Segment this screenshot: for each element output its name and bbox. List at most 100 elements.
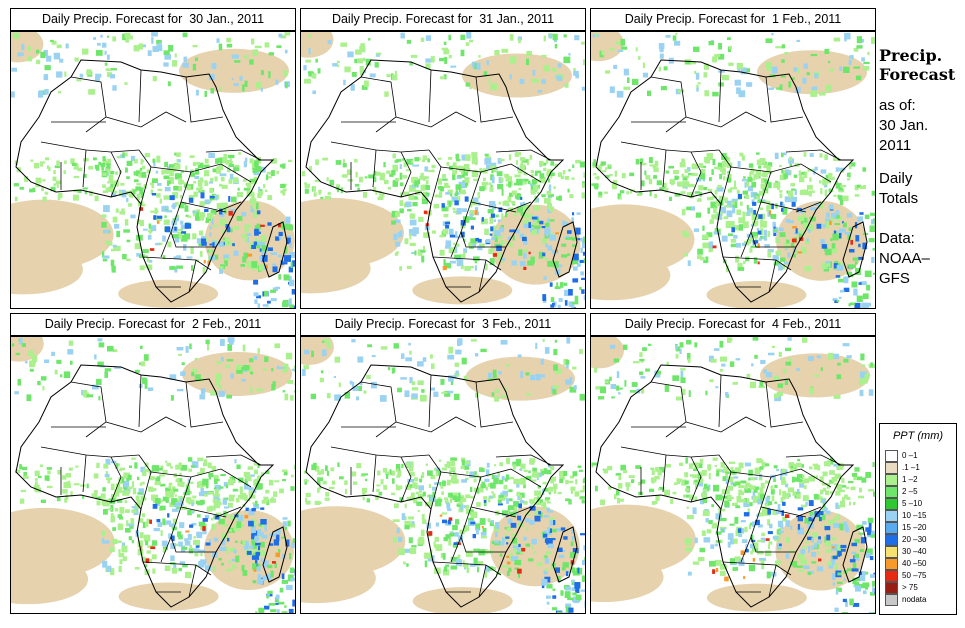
rain-cell — [811, 514, 814, 519]
rain-cell — [713, 207, 717, 214]
rain-cell — [591, 462, 597, 466]
rain-cell — [110, 483, 115, 491]
rain-cell — [570, 489, 574, 494]
rain-cell — [554, 163, 559, 168]
rain-cell — [121, 476, 125, 483]
rain-cell — [560, 527, 566, 531]
rain-cell — [289, 275, 292, 282]
rain-cell — [228, 496, 235, 502]
rain-cell — [811, 561, 817, 564]
rain-cell — [256, 388, 263, 392]
rain-cell — [255, 480, 260, 485]
rain-cell — [720, 570, 726, 576]
rain-cell — [684, 480, 689, 485]
rain-cell — [357, 356, 364, 363]
country-border — [395, 111, 477, 128]
rain-cell — [518, 543, 521, 548]
rain-cell — [784, 242, 789, 249]
dry-area — [412, 587, 513, 613]
rain-cell — [553, 488, 557, 494]
rain-cell — [267, 195, 273, 200]
rain-cell — [164, 161, 168, 167]
rain-cell — [512, 461, 519, 467]
rain-cell — [165, 460, 168, 463]
rain-cell — [244, 498, 251, 502]
rain-cell — [322, 480, 327, 485]
rain-cell — [577, 263, 581, 267]
rain-cell — [581, 289, 585, 294]
rain-cell — [396, 468, 399, 472]
rain-cell — [523, 171, 527, 175]
rain-cell — [180, 464, 187, 471]
rain-cell — [454, 254, 461, 259]
rain-cell — [716, 186, 724, 192]
rain-cell — [202, 267, 206, 274]
rain-cell — [707, 153, 713, 156]
rain-cell — [265, 470, 270, 474]
rain-cell — [438, 459, 442, 462]
rain-cell — [556, 282, 559, 287]
rain-cell — [565, 236, 573, 240]
rain-cell — [102, 159, 107, 166]
rain-cell — [264, 356, 269, 362]
rain-cell — [785, 248, 788, 251]
rain-cell — [732, 201, 738, 208]
rain-cell — [451, 477, 457, 484]
rain-cell — [572, 164, 575, 168]
rain-cell — [544, 538, 550, 543]
rain-cell — [402, 191, 410, 196]
rain-cell — [826, 549, 832, 553]
rain-cell — [418, 485, 424, 491]
rain-cell — [842, 222, 847, 228]
rain-cell — [613, 64, 618, 69]
rain-cell — [812, 532, 818, 538]
rain-cell — [363, 192, 367, 198]
rain-cell — [418, 536, 424, 541]
rain-cell — [830, 491, 834, 495]
rain-cell — [167, 513, 170, 518]
rain-cell — [443, 566, 448, 572]
rain-cell — [777, 181, 781, 189]
rain-cell — [747, 508, 750, 515]
rain-cell — [455, 153, 459, 160]
rain-cell — [768, 541, 773, 545]
rain-cell — [326, 393, 331, 399]
rain-cell — [727, 171, 730, 174]
rain-cell — [810, 223, 813, 228]
country-border — [505, 506, 532, 518]
rain-cell — [453, 242, 456, 245]
rain-cell — [267, 300, 271, 304]
rain-cell — [474, 265, 477, 271]
rain-cell — [647, 90, 651, 97]
rain-cell — [458, 181, 466, 189]
rain-cell — [110, 248, 115, 252]
rain-cell — [179, 561, 186, 565]
rain-cell — [82, 48, 89, 55]
rain-cell — [101, 530, 105, 534]
rain-cell — [541, 54, 547, 58]
rain-cell — [447, 508, 452, 512]
rain-cell — [458, 501, 463, 505]
rain-cell — [151, 193, 157, 196]
rain-cell — [739, 498, 746, 503]
rain-cell — [40, 161, 44, 167]
rain-cell — [481, 525, 484, 529]
rain-cell — [629, 390, 637, 393]
map-canvas — [301, 32, 585, 308]
rain-cell — [666, 464, 671, 468]
rain-cell — [403, 561, 406, 565]
rain-cell — [727, 485, 734, 491]
rain-cell — [795, 228, 798, 234]
rain-cell — [223, 154, 228, 160]
rain-cell — [187, 533, 192, 540]
rain-cell — [741, 539, 748, 544]
rain-cell — [318, 485, 322, 490]
rain-cell — [814, 73, 819, 79]
rain-cell — [814, 166, 818, 171]
rain-cell — [305, 497, 308, 503]
rain-cell — [253, 503, 260, 509]
rain-cell — [821, 483, 828, 486]
rain-cell — [834, 563, 839, 571]
rain-cell — [441, 207, 448, 212]
rain-cell — [651, 468, 655, 473]
